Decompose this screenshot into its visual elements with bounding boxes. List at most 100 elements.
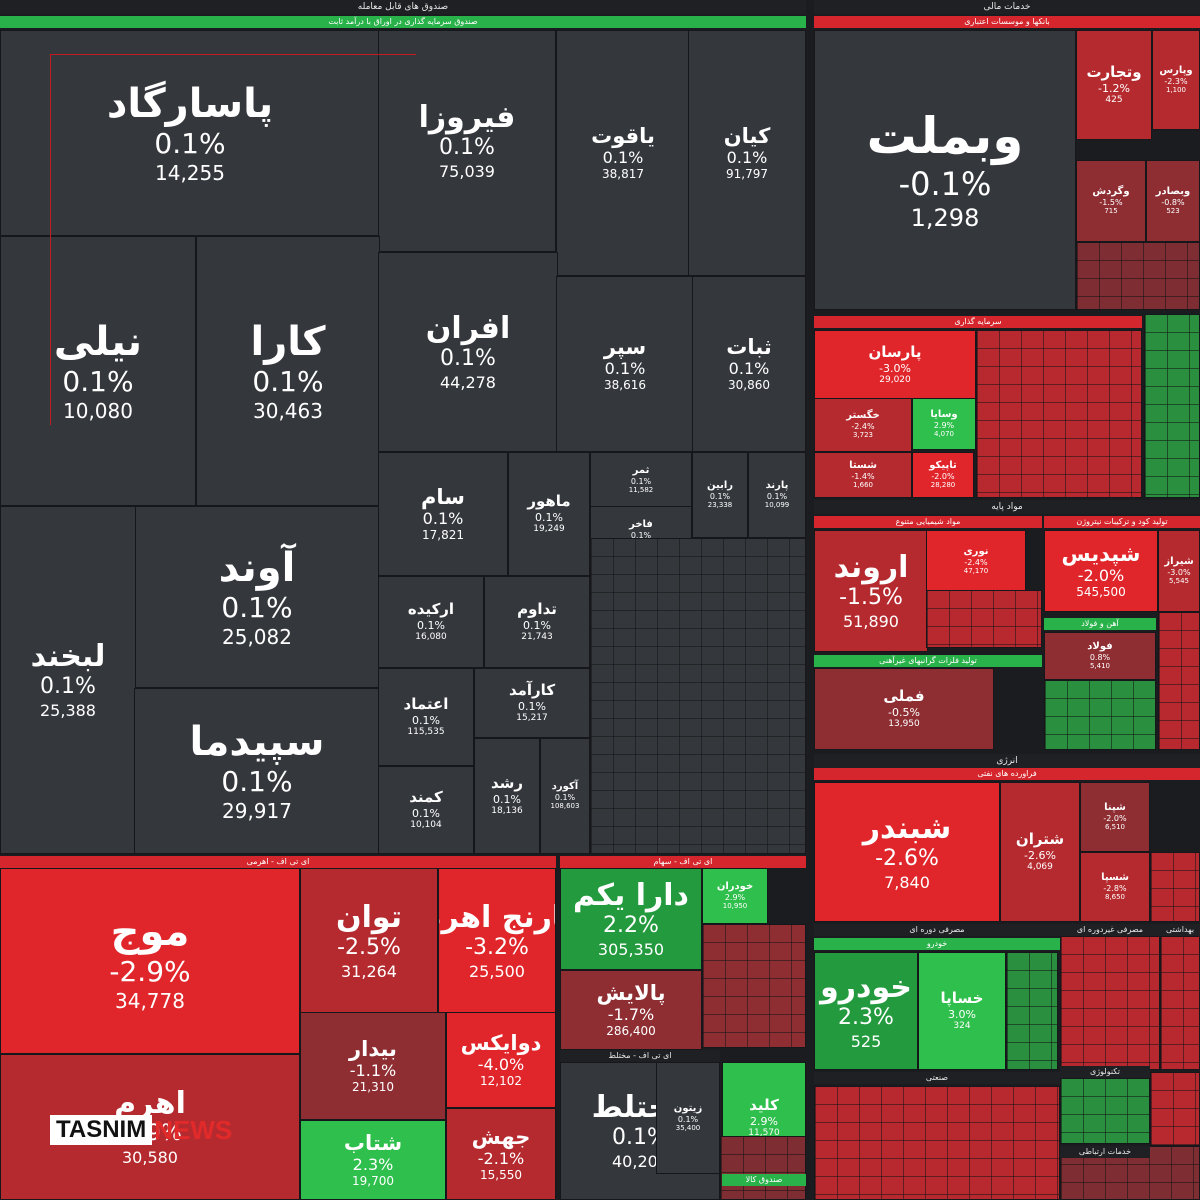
banks-small-tiles-grid[interactable] [1076,242,1200,310]
stock-tile[interactable]: یاقوت 0.1% 38,817 [556,30,690,276]
stock-tile[interactable]: شپدیس -2.0% 545,500 [1044,530,1158,612]
tile-change-percent: -2.0% [1103,813,1127,823]
stock-tile[interactable]: آوند 0.1% 25,082 [134,506,380,688]
invest-small-tiles-grid[interactable] [976,330,1142,498]
tech-small-tiles-grid[interactable] [1060,1078,1150,1144]
stock-tile[interactable]: کارا 0.1% 30,463 [196,236,380,506]
tile-price: 16,080 [415,631,447,642]
tile-symbol: سپر [603,335,647,360]
stock-tile[interactable]: ارکیده 0.1% 16,080 [378,576,484,668]
noncyc-small-tiles-grid[interactable] [1060,936,1160,1070]
stock-tile[interactable]: کارآمد 0.1% 15,217 [474,668,590,738]
tile-price: 115,535 [407,726,445,737]
stock-tile[interactable]: فیروزا 0.1% 75,039 [378,30,556,252]
stock-tile[interactable]: دارا یکم 2.2% 305,350 [560,868,702,970]
tile-symbol: ثبات [726,335,772,360]
stock-tile[interactable]: سام 0.1% 17,821 [378,452,508,576]
mixed-etf-small-grid[interactable] [720,1136,806,1200]
tile-symbol: شتران [1015,830,1065,849]
stock-tile[interactable]: وبصادر -0.8% 523 [1146,160,1200,242]
stock-tile[interactable]: کمند 0.1% 10,104 [378,766,474,854]
stock-tile[interactable]: شسپا -2.8% 8,650 [1080,852,1150,922]
stock-tile[interactable]: پاسارگاد 0.1% 14,255 [0,30,380,236]
stock-tile[interactable]: شستا -1.4% 1,660 [814,452,912,498]
stock-tile[interactable]: توان -2.5% 31,264 [300,868,438,1014]
stock-tile[interactable]: جهش -2.1% 15,550 [446,1108,556,1200]
stock-tile[interactable]: خگستر -2.4% 3,723 [814,398,912,452]
stock-tile[interactable]: دوایکس -4.0% 12,102 [446,1012,556,1108]
stock-tile[interactable]: وپارس -2.3% 1,100 [1152,30,1200,130]
tile-change-percent: 0.1% [523,618,551,632]
tile-change-percent: -3.0% [1167,567,1191,577]
stock-tile[interactable]: موج -2.9% 34,778 [0,868,300,1054]
tile-change-percent: -2.6% [1024,848,1056,862]
tire-small-tiles-grid[interactable] [1158,612,1200,750]
stock-tile[interactable]: آکورد 0.1% 108,603 [540,738,590,854]
stock-tile[interactable]: شبندر -2.6% 7,840 [814,782,1000,922]
tile-symbol: نیلی [53,319,143,366]
fin-right-grid[interactable] [1150,1072,1200,1146]
stock-tile[interactable]: رشد 0.1% 18,136 [474,738,540,854]
tile-price: 30,580 [122,1147,178,1167]
chem-small-tiles-grid[interactable] [926,590,1042,648]
tile-change-percent: -1.5% [1099,197,1123,207]
stock-tile[interactable]: اعتماد 0.1% 115,535 [378,668,474,766]
stock-tile[interactable]: پارند 0.1% 10,099 [748,452,806,538]
stock-tile[interactable]: فولاد 0.8% 5,410 [1044,632,1156,680]
iron-small-tiles-grid[interactable] [1044,680,1156,750]
mixed-etf-subheader: ای تی اف - مختلط [560,1050,720,1062]
stock-tile[interactable]: زیتون 0.1% 35,400 [656,1062,720,1174]
health-small-tiles-grid[interactable] [1160,936,1200,1070]
stock-etf-small-grid[interactable] [702,924,806,1048]
tile-symbol: وپارس [1159,65,1193,77]
stock-tile[interactable]: نوری -2.4% 47,170 [926,530,1026,592]
stock-tile[interactable]: نیلی 0.1% 10,080 [0,236,196,506]
stock-tile[interactable]: شیراز -3.0% 5,545 [1158,530,1200,612]
stock-tile[interactable]: شتران -2.6% 4,069 [1000,782,1080,922]
stock-tile[interactable]: شتاب 2.3% 19,700 [300,1120,446,1200]
stock-tile[interactable]: شپنا -2.0% 6,510 [1080,782,1150,852]
stock-tile[interactable]: خساپا 3.0% 324 [918,952,1006,1070]
tile-change-percent: 2.3% [352,1155,394,1175]
stock-tile[interactable]: افران 0.1% 44,278 [378,252,558,452]
stock-tile[interactable]: ثمر 0.1% 11,582 [590,452,692,508]
stock-tile[interactable]: وبملت -0.1% 1,298 [814,30,1076,310]
tile-price: 19,700 [352,1174,394,1189]
stock-tile[interactable]: سپیدما 0.1% 29,917 [134,688,380,854]
tile-price: 523 [1166,207,1180,216]
stock-tile[interactable]: رابین 0.1% 23,338 [692,452,748,538]
stock-tile[interactable]: پارسان -3.0% 29,020 [814,330,976,400]
auto-subheader: خودرو [814,938,1060,950]
stock-tile[interactable]: کیان 0.1% 91,797 [688,30,806,276]
stock-tile[interactable]: بیدار -1.1% 21,310 [300,1012,446,1120]
oil-small-tiles-grid[interactable] [1150,852,1200,922]
stock-tile[interactable]: وگردش -1.5% 715 [1076,160,1146,242]
industrial-small-tiles-grid[interactable] [814,1086,1060,1200]
stock-tile[interactable]: اروند -1.5% 51,890 [814,530,928,652]
stock-tile[interactable]: فملی -0.5% 13,950 [814,668,994,750]
tile-price: 31,264 [341,961,397,981]
invest-right-grid[interactable] [1144,314,1200,498]
etf-small-tiles-grid[interactable] [590,538,806,854]
stock-tile[interactable]: ماهور 0.1% 19,249 [508,452,590,576]
tile-change-percent: 0.1% [439,135,495,161]
stock-tile[interactable]: تداوم 0.1% 21,743 [484,576,590,668]
stock-tile[interactable]: سپر 0.1% 38,616 [556,276,694,452]
tile-change-percent: 0.1% [154,127,226,161]
stock-tile[interactable]: وسایا 2.9% 4,070 [912,398,976,450]
stock-tile[interactable]: پالایش -1.7% 286,400 [560,970,702,1050]
tile-symbol: یاقوت [591,124,655,149]
auto-small-tiles-grid[interactable] [1006,952,1058,1070]
stock-tile[interactable]: لبخند 0.1% 25,388 [0,506,136,854]
tile-change-percent: 0.1% [630,530,652,540]
stock-tile[interactable]: نارنج اهرم-3.2%25,500 [438,868,556,1014]
stock-tile[interactable]: خودرو 2.3% 525 [814,952,918,1070]
tile-change-percent: -2.0% [1077,566,1125,586]
tile-price: 29,917 [222,798,292,823]
stock-tile[interactable]: وتجارت -1.2% 425 [1076,30,1152,140]
stock-tile[interactable]: خودران 2.9% 10,950 [702,868,768,924]
energy-section-header: انرژی [814,754,1200,768]
stock-tile[interactable]: ثبات 0.1% 30,860 [692,276,806,452]
stock-tile[interactable]: تاپیکو -2.0% 28,280 [912,452,974,498]
tile-price: 25,082 [222,624,292,649]
